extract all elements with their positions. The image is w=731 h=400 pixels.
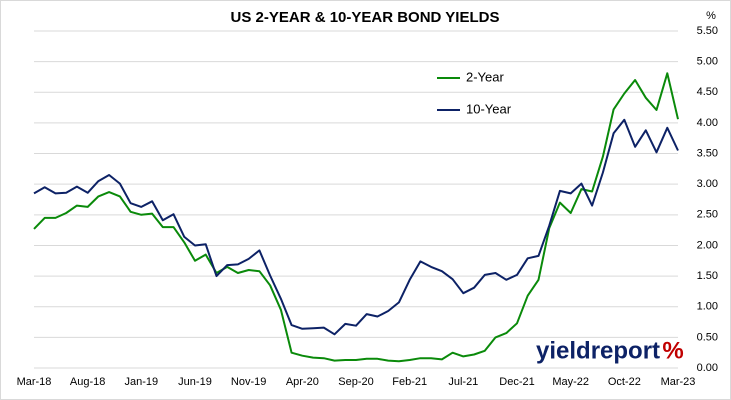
x-tick-label: Mar-18 xyxy=(17,376,52,388)
series-line xyxy=(33,118,679,336)
watermark: yieldreport % xyxy=(536,337,684,364)
y-tick-label: 4.00 xyxy=(697,117,718,129)
legend-label: 2-Year xyxy=(466,69,504,84)
x-tick-label: Nov-19 xyxy=(231,376,266,388)
watermark-text: yieldreport xyxy=(536,337,660,364)
x-tick-label: Jan-19 xyxy=(125,376,159,388)
legend-label: 10-Year xyxy=(466,101,512,116)
y-tick-label: 2.00 xyxy=(697,239,718,251)
x-tick-label: Dec-21 xyxy=(499,376,534,388)
y-tick-label: 0.00 xyxy=(697,362,718,374)
y-tick-label: 1.50 xyxy=(697,270,718,282)
series-line xyxy=(33,72,679,363)
x-tick-label: Oct-22 xyxy=(608,376,641,388)
watermark-box xyxy=(664,339,682,363)
chart-title: US 2-YEAR & 10-YEAR BOND YIELDS xyxy=(231,9,500,26)
y-axis-label: % xyxy=(706,10,716,22)
x-tick-label: May-22 xyxy=(552,376,589,388)
y-tick-label: 1.00 xyxy=(697,301,718,313)
x-tick-label: Jun-19 xyxy=(178,376,212,388)
x-tick-label: Mar-23 xyxy=(661,376,696,388)
x-tick-label: Jul-21 xyxy=(448,376,478,388)
x-tick-label: Feb-21 xyxy=(392,376,427,388)
y-tick-label: 0.50 xyxy=(697,331,718,343)
y-tick-label: 3.00 xyxy=(697,178,718,190)
y-tick-label: 3.50 xyxy=(697,147,718,159)
x-tick-label: Sep-20 xyxy=(338,376,373,388)
y-tick-label: 5.00 xyxy=(697,56,718,68)
y-tick-label: 2.50 xyxy=(697,209,718,221)
watermark-symbol: % xyxy=(662,337,683,364)
x-tick-label: Apr-20 xyxy=(286,376,319,388)
x-tick-label: Aug-18 xyxy=(70,376,105,388)
y-tick-label: 4.50 xyxy=(697,86,718,98)
y-tick-label: 5.50 xyxy=(697,25,718,37)
